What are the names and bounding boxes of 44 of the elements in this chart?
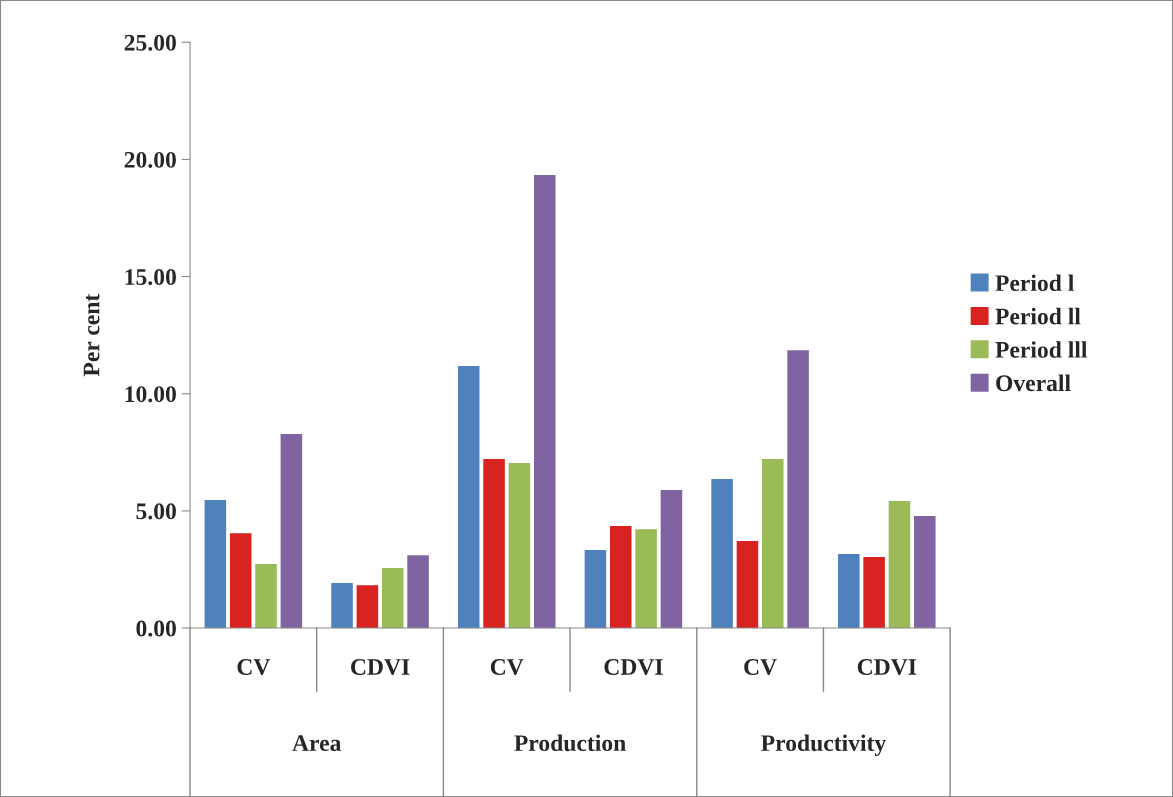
y-tick-label: 0.00 <box>136 620 176 637</box>
bar <box>609 526 632 629</box>
y-tick-label: 25.00 <box>124 34 176 51</box>
bar <box>331 583 353 629</box>
bar <box>863 557 885 629</box>
text: Area <box>292 735 342 752</box>
bar <box>762 459 784 629</box>
legend-label: Period l <box>995 274 1074 292</box>
x-tick-label: CDVI <box>351 659 410 676</box>
bar <box>584 550 607 629</box>
y-tick-label: 5.00 <box>136 503 176 520</box>
bar <box>711 479 733 629</box>
bar <box>787 350 809 629</box>
legend-label: Period ll <box>995 307 1081 325</box>
bar <box>635 529 657 629</box>
bar <box>660 490 683 629</box>
bar <box>533 175 556 629</box>
text: Productivity <box>761 734 886 756</box>
bar <box>356 585 379 629</box>
x-tick-label: CV <box>490 659 524 676</box>
y-axis-title: Per cent <box>83 293 100 377</box>
y-tick-label: 15.00 <box>125 269 176 286</box>
bar <box>255 564 277 629</box>
x-tick-label: CDVI <box>604 659 663 676</box>
y-tick-label: 10.00 <box>125 386 176 403</box>
legend-label: Period lll <box>995 341 1088 358</box>
bar <box>381 568 404 629</box>
text: Production <box>514 734 626 752</box>
bar <box>457 366 480 629</box>
bar <box>204 500 227 629</box>
bar <box>838 553 860 629</box>
bar <box>229 533 252 629</box>
x-tick-label: CV <box>237 659 271 676</box>
y-tick-label: 20.00 <box>124 151 176 168</box>
bar <box>407 555 429 629</box>
bar <box>914 516 936 629</box>
bar <box>888 501 911 629</box>
bar <box>280 434 303 629</box>
bar <box>736 541 759 629</box>
bar <box>483 459 505 629</box>
x-tick-label: CDVI <box>857 659 917 676</box>
legend-label: Overall <box>996 374 1071 392</box>
bar <box>508 463 531 629</box>
x-tick-label: CV <box>744 659 777 676</box>
